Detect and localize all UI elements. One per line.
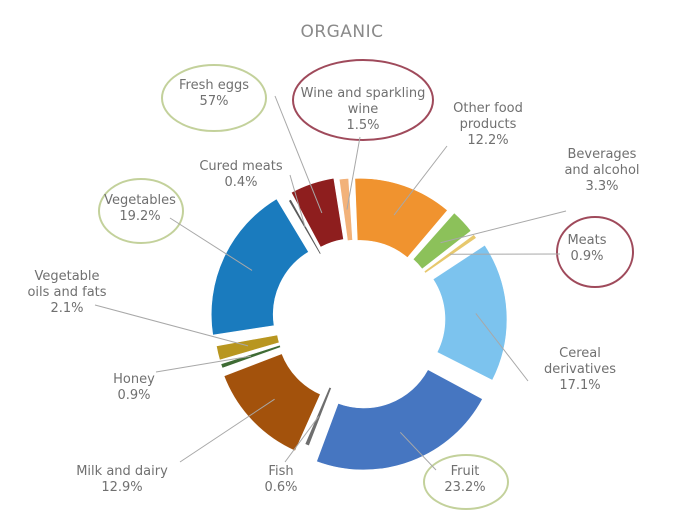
- slice-fruit: [316, 369, 483, 471]
- label-milk-and-dairy: Milk and dairy 12.9%: [76, 464, 168, 495]
- value-fresh-eggs: 57%: [200, 94, 229, 109]
- label-fruit: Fruit 23.2%: [444, 464, 485, 495]
- label-cereal-derivatives: Cereal derivatives 17.1%: [544, 346, 616, 393]
- value-other-food-products: 12.2%: [467, 133, 508, 148]
- leader-beverages-and-alcohol: [440, 210, 567, 244]
- label-honey: Honey 0.9%: [113, 372, 155, 403]
- label-meats: Meats 0.9%: [567, 233, 606, 264]
- fruit-highlight-ring: [423, 454, 509, 510]
- slice-beverages-and-alcohol: [412, 212, 472, 270]
- label-vegetables: Vegetables 19.2%: [104, 193, 176, 224]
- value-wine-and-sparkling-wine: 1.5%: [346, 118, 379, 133]
- chart-title: ORGANIC: [300, 22, 383, 42]
- value-vegetable-oils-and-fats: 2.1%: [50, 301, 83, 316]
- value-vegetables: 19.2%: [119, 209, 160, 224]
- value-cereal-derivatives: 17.1%: [559, 378, 600, 393]
- leader-fish: [284, 415, 320, 463]
- label-beverages-and-alcohol: Beverages and alcohol 3.3%: [564, 147, 639, 194]
- leader-milk-and-dairy: [179, 398, 275, 463]
- slice-vegetables: [210, 198, 309, 336]
- value-milk-and-dairy: 12.9%: [101, 480, 142, 495]
- slice-other-food-products: [354, 178, 448, 259]
- value-meats: 0.9%: [570, 249, 603, 264]
- label-fresh-eggs: Fresh eggs 57%: [179, 78, 249, 109]
- leader-fruit: [399, 431, 437, 471]
- donut-slices: [210, 177, 508, 471]
- slice-milk-and-dairy: [223, 353, 321, 452]
- slice-fresh-eggs: [290, 177, 344, 248]
- leader-honey: [155, 355, 252, 373]
- label-vegetable-oils-and-fats: Vegetable oils and fats 2.1%: [27, 269, 106, 316]
- value-honey: 0.9%: [117, 388, 150, 403]
- slice-cereal-derivatives: [432, 244, 508, 381]
- highlight-rings: [98, 59, 634, 510]
- leader-cured-meats: [289, 174, 306, 228]
- slice-vegetable-oils-and-fats: [216, 334, 280, 361]
- value-fruit: 23.2%: [444, 480, 485, 495]
- label-wine-and-sparkling-wine: Wine and sparkling wine 1.5%: [301, 86, 426, 133]
- leader-vegetable-oils-and-fats: [94, 304, 249, 347]
- leader-other-food-products: [393, 145, 448, 216]
- leader-cereal-derivatives: [475, 313, 529, 382]
- leader-wine-and-sparkling-wine: [346, 136, 361, 210]
- label-other-food-products: Other food products 12.2%: [453, 101, 523, 148]
- fresh-eggs-highlight-ring: [161, 64, 267, 132]
- value-fish: 0.6%: [264, 480, 297, 495]
- meats-highlight-ring: [556, 216, 634, 288]
- leader-vegetables: [169, 217, 253, 271]
- value-beverages-and-alcohol: 3.3%: [585, 179, 618, 194]
- leader-fresh-eggs: [274, 95, 323, 214]
- slice-labels: Other food products 12.2% Beverages and alco…: [27, 78, 639, 495]
- wine-and-sparkling-wine-highlight-ring: [292, 59, 434, 141]
- vegetables-highlight-ring: [98, 178, 184, 244]
- label-cured-meats: Cured meats 0.4%: [199, 159, 282, 190]
- label-fish: Fish 0.6%: [264, 464, 297, 495]
- leader-lines: [94, 95, 567, 471]
- value-cured-meats: 0.4%: [224, 175, 257, 190]
- slice-wine-and-sparkling-wine: [338, 177, 353, 242]
